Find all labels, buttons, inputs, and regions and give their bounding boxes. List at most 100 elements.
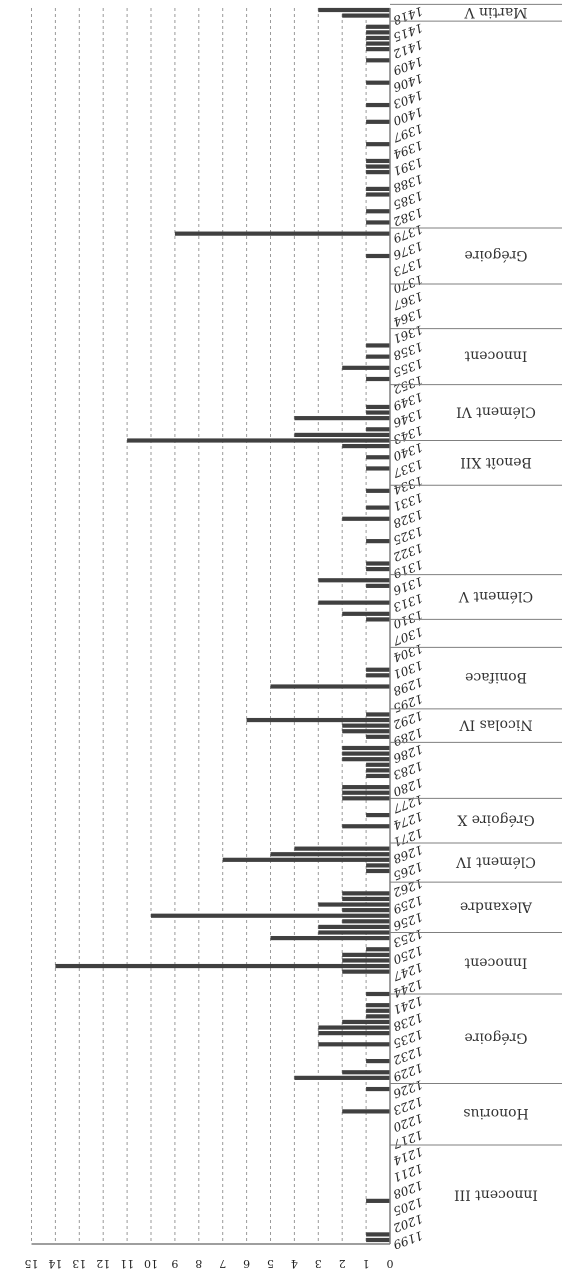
bar xyxy=(366,142,390,147)
value-tick-label: 2 xyxy=(339,1257,346,1270)
value-tick-label: 0 xyxy=(387,1257,394,1270)
bar xyxy=(366,566,390,572)
value-tick-label: 9 xyxy=(171,1257,178,1270)
pontificate-label: Innocent xyxy=(464,348,527,364)
bar xyxy=(342,969,390,974)
bar xyxy=(366,1232,390,1237)
bar xyxy=(342,919,390,924)
bar xyxy=(342,729,390,734)
bar xyxy=(246,717,390,723)
bar xyxy=(318,600,390,605)
pontificate-label: Grégoire xyxy=(464,1030,527,1046)
bar xyxy=(366,1086,390,1092)
bar xyxy=(342,751,390,756)
bar xyxy=(366,1003,390,1008)
value-tick-label: 4 xyxy=(291,1257,298,1270)
bar xyxy=(342,796,390,801)
bar xyxy=(366,762,390,767)
year-axis-ticks: 1199120212051208121112141217122012231226… xyxy=(391,4,425,1252)
value-tick-label: 6 xyxy=(243,1257,250,1270)
bar xyxy=(366,991,390,997)
bar xyxy=(318,1042,390,1047)
bar xyxy=(127,438,390,443)
bar xyxy=(342,952,390,957)
pontificate-label: Grégoire X xyxy=(457,812,534,828)
bar xyxy=(366,47,390,52)
bar xyxy=(366,1198,390,1203)
bar xyxy=(366,119,390,124)
pontificate-label: Boniface xyxy=(465,669,527,685)
bar xyxy=(294,416,390,421)
bar xyxy=(366,404,390,410)
value-tick-label: 7 xyxy=(219,1257,226,1270)
value-tick-label: 3 xyxy=(315,1257,322,1270)
bar xyxy=(318,1025,390,1030)
bars xyxy=(55,7,391,1243)
pontificate-label: Grégoire xyxy=(464,247,527,263)
bar xyxy=(366,24,390,29)
bar xyxy=(366,209,390,214)
bar xyxy=(342,896,390,902)
bar xyxy=(318,930,390,935)
bar xyxy=(366,773,390,779)
bar xyxy=(366,505,390,510)
bar xyxy=(342,757,390,762)
bar xyxy=(342,958,390,963)
bar xyxy=(342,824,390,829)
bar xyxy=(151,913,390,918)
bar xyxy=(366,768,390,773)
bar xyxy=(366,158,390,164)
bar xyxy=(366,58,390,63)
bar xyxy=(270,935,390,941)
bar xyxy=(366,343,390,348)
bar xyxy=(222,857,390,862)
bar xyxy=(366,427,390,432)
value-tick-label: 5 xyxy=(267,1257,274,1270)
pontificate-label: Benoît XII xyxy=(460,454,532,470)
bar xyxy=(342,785,390,790)
bar xyxy=(366,947,390,952)
bar xyxy=(342,723,390,728)
pontificate-label: Innocent xyxy=(464,954,527,970)
bar xyxy=(294,1075,390,1080)
bar xyxy=(342,1070,390,1075)
bar xyxy=(294,846,390,851)
bar xyxy=(366,41,390,46)
bar xyxy=(366,617,390,622)
pontificate-label: Clément IV xyxy=(455,854,536,870)
pontificate-label: Honorius xyxy=(463,1105,528,1121)
bar xyxy=(294,432,390,438)
bar xyxy=(318,902,390,907)
bar xyxy=(366,410,390,415)
bar xyxy=(270,852,390,857)
bar xyxy=(366,455,390,460)
bar xyxy=(318,924,390,930)
bar xyxy=(174,231,390,236)
value-tick-label: 14 xyxy=(48,1257,62,1270)
bar xyxy=(342,443,390,449)
pontificate-label: Clément V xyxy=(458,588,533,604)
pontificate-label: Clément VI xyxy=(456,404,536,420)
value-tick-label: 11 xyxy=(120,1257,134,1270)
bar xyxy=(366,1058,390,1064)
bar xyxy=(318,7,390,13)
grid-lines xyxy=(31,8,367,1244)
value-tick-label: 12 xyxy=(96,1257,110,1270)
bar xyxy=(342,745,390,751)
bar xyxy=(366,253,390,259)
bar xyxy=(318,1031,390,1036)
value-tick-label: 1 xyxy=(363,1257,370,1270)
pontificate-label: Martin V xyxy=(464,4,528,20)
bar xyxy=(366,583,390,588)
bar xyxy=(366,734,390,739)
bar xyxy=(366,673,390,678)
bar xyxy=(366,30,390,35)
bar xyxy=(342,908,390,913)
bar xyxy=(366,80,390,85)
bar xyxy=(342,790,390,795)
bar xyxy=(342,365,390,370)
bar xyxy=(366,35,390,41)
bar xyxy=(342,516,390,521)
